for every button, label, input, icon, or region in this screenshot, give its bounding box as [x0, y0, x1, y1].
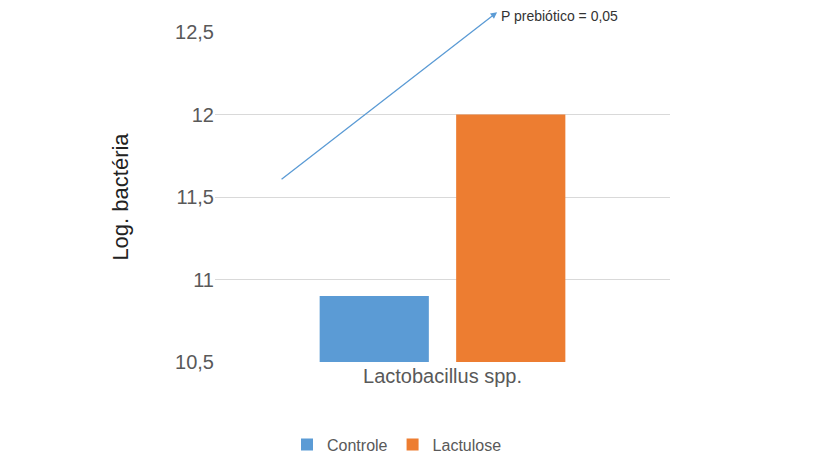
svg-text:12: 12 [192, 104, 214, 126]
svg-text:Lactulose: Lactulose [433, 437, 502, 454]
svg-text:Log. bactéria: Log. bactéria [108, 133, 133, 261]
svg-text:Lactobacillus spp.: Lactobacillus spp. [363, 365, 522, 387]
svg-text:10,5: 10,5 [175, 351, 214, 373]
svg-text:12,5: 12,5 [175, 21, 214, 43]
svg-text:11,5: 11,5 [177, 186, 214, 208]
svg-text:Controle: Controle [327, 437, 388, 454]
svg-text:11: 11 [193, 269, 214, 291]
svg-text:P prebiótico = 0,05: P prebiótico = 0,05 [501, 8, 618, 24]
